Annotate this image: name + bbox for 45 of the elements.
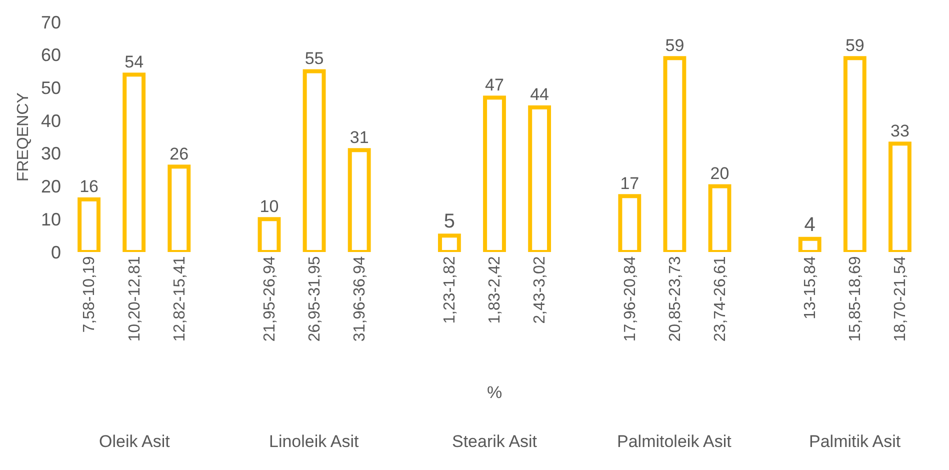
data-label: 47 — [485, 75, 504, 94]
x-tick-label: 18,70-21,54 — [892, 256, 910, 342]
data-label: 44 — [530, 85, 550, 104]
data-label: 10 — [260, 196, 279, 216]
x-tick-label: 1,83-2,42 — [486, 256, 504, 324]
data-label: 17 — [620, 174, 640, 193]
y-tick-label: 50 — [40, 78, 61, 98]
y-tick-label: 20 — [40, 176, 61, 197]
y-tick-label: 10 — [40, 209, 61, 230]
text: Stearik Asit — [452, 432, 538, 451]
x-axis-title: % — [486, 383, 502, 402]
data-label: 33 — [890, 121, 910, 140]
x-tick-label: 20,85-23,73 — [666, 256, 684, 342]
y-tick-label: 70 — [40, 12, 61, 32]
data-label: 16 — [80, 177, 98, 196]
x-tick-label: 2,43-3,02 — [532, 256, 549, 324]
x-tick-label: 15,85-18,69 — [847, 256, 864, 342]
y-tick-label: 60 — [40, 45, 61, 66]
x-tick-label: 12,82-15,41 — [171, 256, 188, 342]
data-label: 31 — [350, 128, 369, 147]
y-tick-label: 30 — [40, 144, 61, 164]
x-tick-label: 23,74-26,61 — [712, 256, 729, 342]
text: Linoleik Asit — [269, 432, 360, 451]
x-tick-label: 31,96-36,94 — [352, 256, 369, 342]
y-tick-label: 40 — [40, 110, 61, 131]
y-axis-title: FREQENCY — [14, 92, 32, 182]
x-tick-label: 21,95-26,94 — [261, 256, 278, 342]
text: Oleik Asit — [99, 432, 170, 451]
x-tick-label: 7,58-10,19 — [81, 256, 98, 333]
data-label: 59 — [845, 36, 864, 55]
y-tick-label: 0 — [50, 242, 61, 262]
x-tick-label: 26,95-31,95 — [306, 256, 324, 342]
data-label: 5 — [444, 210, 456, 233]
x-tick-label: 17,96-20,84 — [622, 256, 639, 342]
x-tick-label: 13-15,84 — [802, 256, 820, 320]
data-label: 4 — [804, 214, 816, 236]
data-label: 26 — [170, 144, 189, 164]
text: Palmitoleik Asit — [617, 432, 732, 451]
data-label: 55 — [304, 49, 324, 68]
data-label: 20 — [710, 164, 730, 184]
data-label: 54 — [124, 52, 144, 72]
x-tick-label: 10,20-12,81 — [126, 256, 144, 342]
data-label: 59 — [665, 36, 684, 55]
text: Palmitik Asit — [809, 432, 901, 451]
x-tick-label: 1,23-1,82 — [442, 256, 459, 324]
